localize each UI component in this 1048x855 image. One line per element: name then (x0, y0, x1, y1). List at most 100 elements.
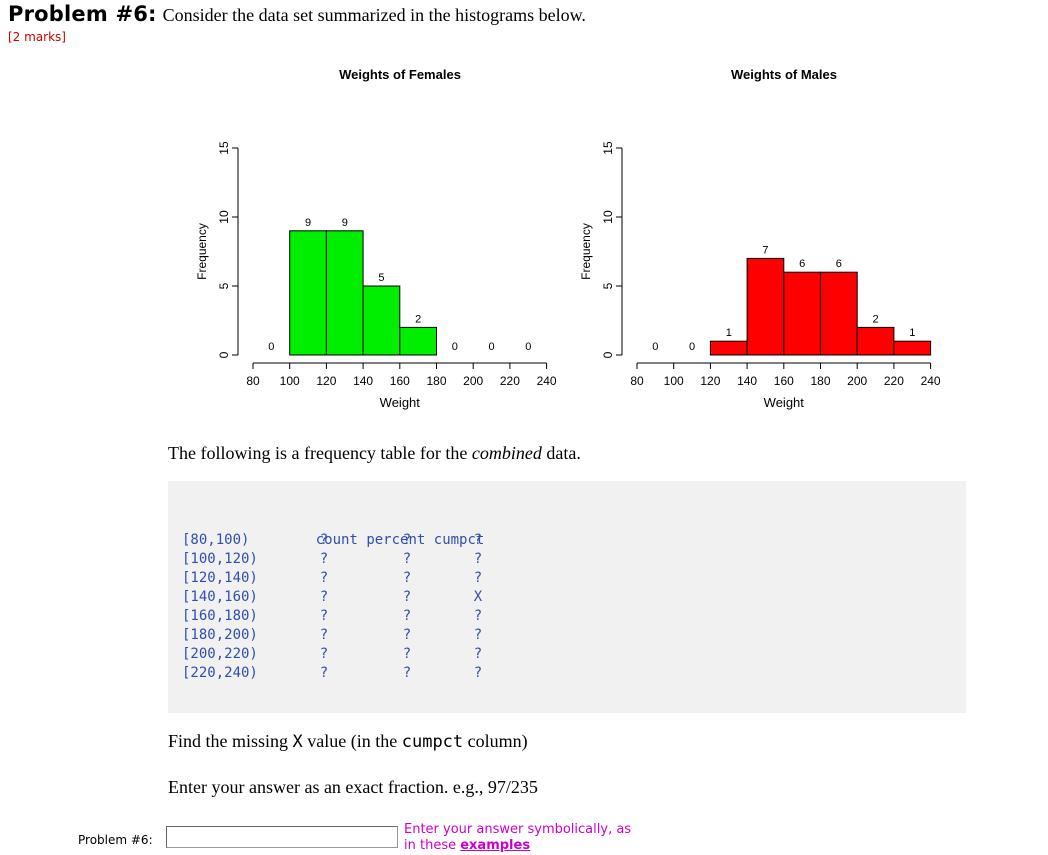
table-row-label: [140,160) (182, 589, 258, 605)
bar-value-label: 9 (305, 217, 311, 229)
problem-heading: Problem #6: Consider the data set summari… (8, 2, 586, 26)
x-tick-label: 120 (316, 374, 336, 388)
histogram-bar (856, 326, 895, 356)
bar-value-label: 0 (488, 341, 494, 353)
table-intro-after: data. (541, 443, 581, 463)
x-tick-label: 220 (884, 374, 904, 388)
table-row-label: [80,100) (182, 532, 250, 548)
bar-value-label: 0 (525, 341, 531, 353)
x-tick-label: 180 (426, 374, 446, 388)
table-cell-cumpct: ? (473, 646, 483, 662)
histogram-bar (746, 257, 785, 356)
bar-value-label: 7 (762, 244, 768, 256)
bar-value-label: 2 (872, 313, 878, 325)
bar-value-label: 9 (342, 217, 348, 229)
x-tick-label: 80 (630, 374, 644, 388)
find-middle: value (in the (302, 731, 402, 751)
find-instruction: Find the missing X value (in the cumpct … (168, 731, 528, 752)
histogram-bar (289, 230, 327, 356)
table-cell-percent: ? (402, 570, 412, 586)
histogram-bar (362, 285, 401, 356)
table-header-cumpct: cumpct (433, 532, 485, 548)
y-tick-label: 0 (217, 351, 231, 358)
x-tick-label: 180 (810, 374, 830, 388)
bar-value-label: 0 (452, 341, 458, 353)
table-cell-percent: ? (402, 627, 412, 643)
hint-line-2-prefix: in these (404, 838, 461, 853)
table-row-label: [180,200) (182, 627, 258, 643)
x-tick-label: 240 (537, 374, 557, 388)
x-tick-label: 220 (500, 374, 520, 388)
table-cell-count: ? (319, 532, 329, 548)
problem-question: Consider the data set summarized in the … (162, 5, 586, 25)
frequency-table-box: count percent cumpct [80,100)??? [100,120… (168, 481, 966, 713)
find-before: Find the missing (168, 731, 293, 751)
y-tick-label: 0 (601, 351, 615, 358)
x-tick-label: 140 (353, 374, 373, 388)
table-cell-cumpct: ? (473, 665, 483, 681)
y-tick-label: 10 (217, 210, 231, 224)
table-cell-percent: ? (402, 589, 412, 605)
problem-number: Problem #6: (8, 2, 157, 26)
y-tick-label: 10 (601, 210, 615, 224)
histogram-bar (399, 326, 438, 356)
x-tick-label: 140 (737, 374, 757, 388)
find-x: X (292, 732, 303, 752)
find-after: column) (463, 731, 528, 751)
x-tick-label: 100 (664, 374, 684, 388)
y-tick-label: 15 (217, 141, 231, 155)
x-axis-label: Weight (380, 395, 421, 410)
hint-line-1: Enter your answer symbolically, as (404, 822, 632, 837)
answer-input[interactable] (166, 826, 398, 848)
bar-value-label: 6 (799, 258, 805, 270)
table-cell-cumpct: ? (473, 551, 483, 567)
marks-label: [2 marks] (8, 30, 66, 44)
answer-hint: Enter your answer symbolically, as in th… (404, 822, 631, 854)
bar-value-label: 1 (726, 327, 732, 339)
examples-link[interactable]: examples (460, 838, 531, 853)
x-tick-label: 240 (921, 374, 941, 388)
table-cell-cumpct: ? (473, 532, 483, 548)
table-row-label: [100,120) (182, 551, 258, 567)
bar-value-label: 1 (909, 327, 915, 339)
table-cell-percent: ? (402, 646, 412, 662)
table-cell-cumpct: X (473, 589, 483, 605)
answer-label: Problem #6: (78, 833, 153, 847)
table-cell-count: ? (319, 551, 329, 567)
answer-format-instruction: Enter your answer as an exact fraction. … (168, 777, 538, 797)
table-row-label: [120,140) (182, 570, 258, 586)
table-row-label: [220,240) (182, 665, 258, 681)
table-intro-emph: combined (471, 443, 542, 463)
x-tick-label: 160 (774, 374, 794, 388)
bar-value-label: 2 (415, 313, 421, 325)
x-tick-label: 160 (390, 374, 410, 388)
bar-value-label: 6 (836, 258, 842, 270)
histogram-bar (893, 340, 932, 356)
table-header-row: count percent cumpct (282, 512, 485, 569)
table-cell-percent: ? (402, 608, 412, 624)
y-tick-label: 5 (217, 282, 231, 289)
find-col: cumpct (401, 732, 464, 752)
histogram-bar (783, 271, 822, 356)
x-axis-label: Weight (764, 395, 805, 410)
chart-title: Weights of Males (731, 67, 837, 82)
histogram-bar (820, 271, 858, 356)
y-tick-label: 15 (601, 141, 615, 155)
bar-value-label: 5 (378, 272, 384, 284)
table-cell-count: ? (319, 608, 329, 624)
female-histogram: Weights of Females 0 5 10 15 Frequency 80 100 12… (195, 67, 557, 410)
table-cell-count: ? (319, 646, 329, 662)
histogram-bar (325, 230, 364, 356)
table-cell-percent: ? (402, 532, 412, 548)
table-row-label: [200,220) (182, 646, 258, 662)
histogram-bar (709, 340, 748, 356)
bar-value-label: 0 (268, 341, 274, 353)
y-tick-label: 5 (601, 282, 615, 289)
table-cell-percent: ? (402, 665, 412, 681)
table-intro: The following is a frequency table for t… (168, 443, 581, 464)
table-header-percent: percent (366, 532, 426, 548)
y-axis-label: Frequency (195, 223, 209, 280)
table-row-label: [160,180) (182, 608, 258, 624)
table-cell-percent: ? (402, 551, 412, 567)
